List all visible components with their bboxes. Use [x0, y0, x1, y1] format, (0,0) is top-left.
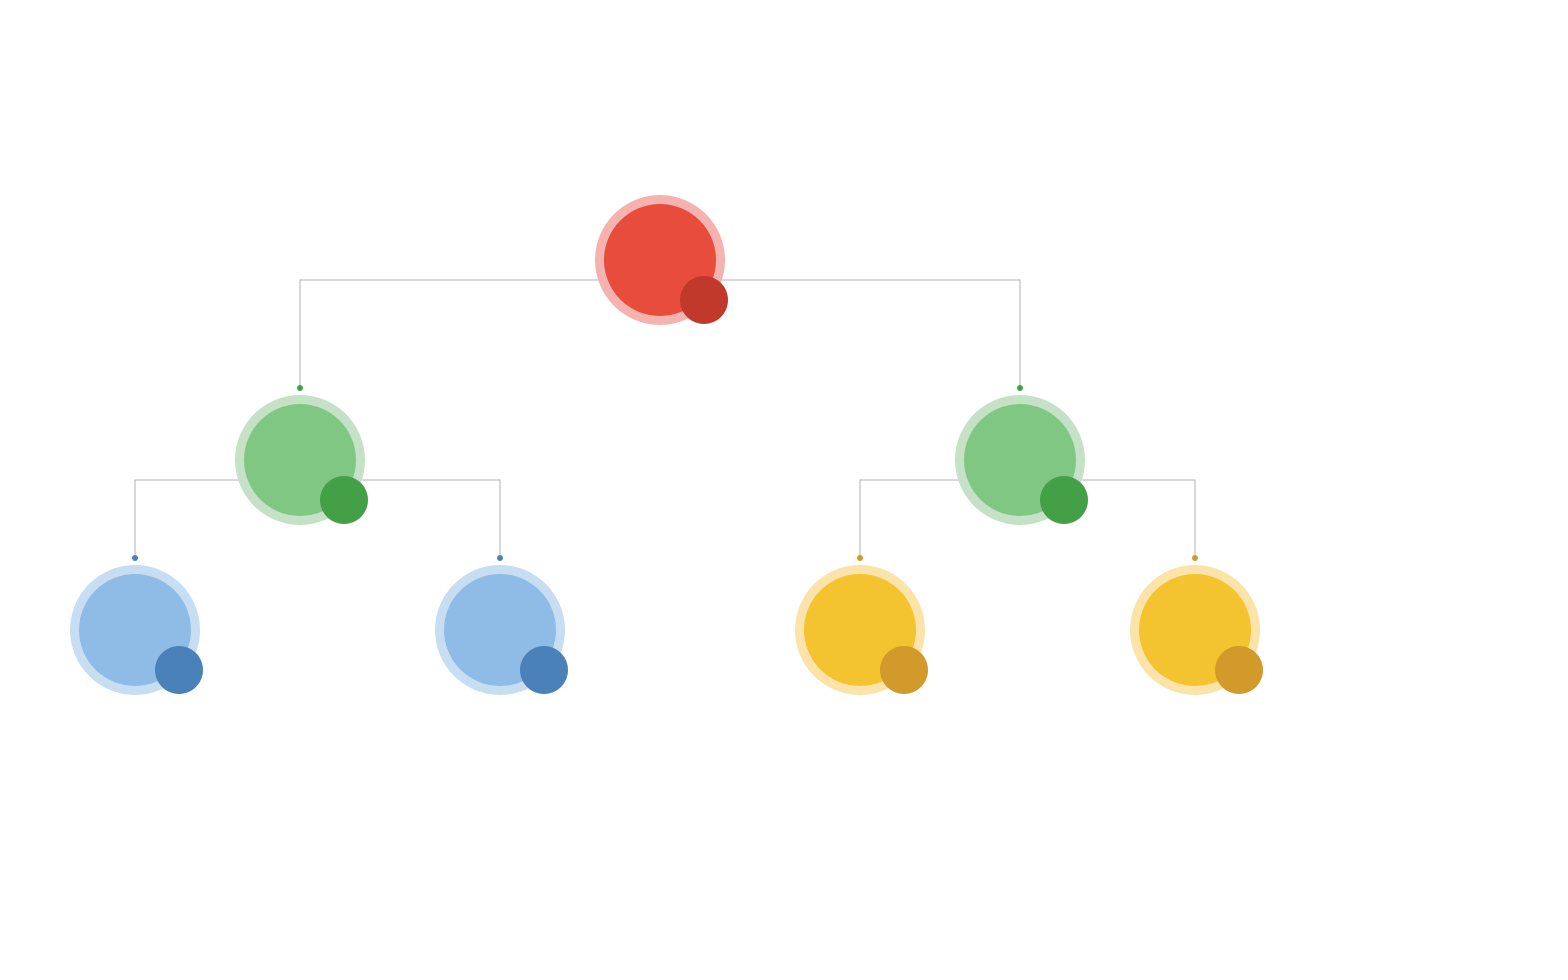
tree-node — [70, 565, 200, 695]
tree-node — [795, 565, 925, 695]
entry-dot — [497, 555, 503, 561]
node-badge — [680, 276, 728, 324]
entry-dot — [132, 555, 138, 561]
entry-dot — [297, 385, 303, 391]
connector — [860, 480, 961, 558]
tree-diagram — [0, 0, 1568, 980]
entry-dot — [1017, 385, 1023, 391]
node-badge — [1215, 646, 1263, 694]
tree-node — [595, 195, 725, 325]
tree-node — [235, 395, 365, 525]
node-badge — [320, 476, 368, 524]
entry-dot — [1192, 555, 1198, 561]
connector — [719, 280, 1020, 388]
tree-node — [1130, 565, 1260, 695]
connector — [359, 480, 500, 558]
connector — [135, 480, 241, 558]
node-badge — [155, 646, 203, 694]
tree-node — [435, 565, 565, 695]
node-badge — [1040, 476, 1088, 524]
node-badge — [880, 646, 928, 694]
entry-dot — [857, 555, 863, 561]
node-badge — [520, 646, 568, 694]
connector — [300, 280, 601, 388]
connector — [1079, 480, 1195, 558]
tree-node — [955, 395, 1085, 525]
